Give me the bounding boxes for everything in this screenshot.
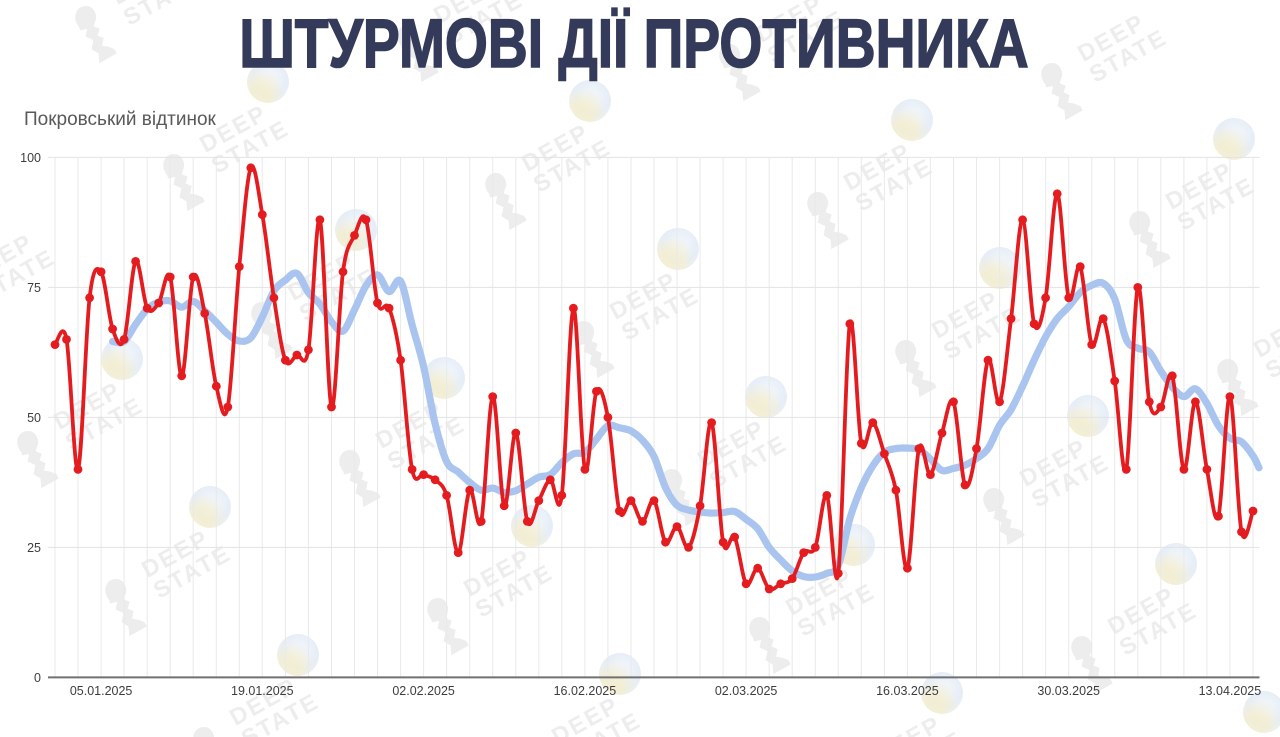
svg-text:16.02.2025: 16.02.2025 [554, 684, 617, 698]
svg-text:100: 100 [20, 151, 41, 165]
svg-text:16.03.2025: 16.03.2025 [876, 684, 939, 698]
svg-text:05.01.2025: 05.01.2025 [70, 684, 133, 698]
svg-text:02.03.2025: 02.03.2025 [715, 684, 778, 698]
svg-text:30.03.2025: 30.03.2025 [1037, 684, 1100, 698]
svg-text:75: 75 [27, 281, 41, 295]
svg-text:25: 25 [27, 541, 41, 555]
svg-text:02.02.2025: 02.02.2025 [392, 684, 455, 698]
svg-text:19.01.2025: 19.01.2025 [231, 684, 294, 698]
svg-text:13.04.2025: 13.04.2025 [1199, 684, 1262, 698]
svg-text:50: 50 [27, 411, 41, 425]
svg-text:0: 0 [34, 671, 41, 685]
